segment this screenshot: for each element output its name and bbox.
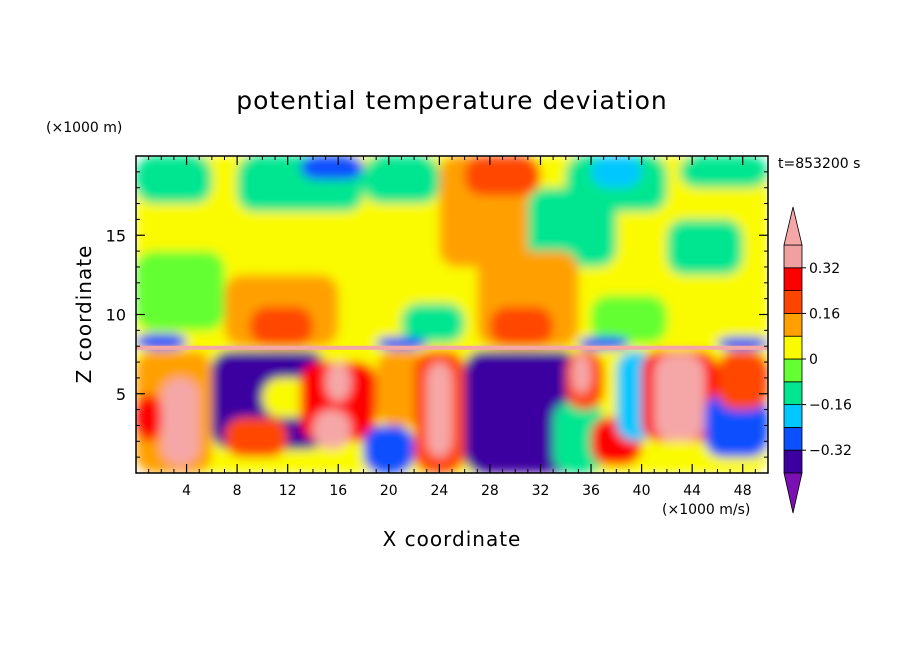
field-region-2 <box>136 156 212 204</box>
colorbar-band-2 <box>783 404 803 428</box>
colorbar-band-7 <box>783 290 803 314</box>
y-tick-label-15: 15 <box>106 226 126 245</box>
x-tick-label-24: 24 <box>430 483 448 499</box>
field-region-7 <box>464 156 541 196</box>
field-region-40 <box>572 354 592 394</box>
x-tick-label-28: 28 <box>481 483 499 499</box>
x-unit-label: (×1000 m/s) <box>662 502 751 518</box>
field-region-46 <box>717 350 768 410</box>
field-layer <box>136 156 768 473</box>
colorbar: 0.32 0.16 0 −0.16 −0.32 <box>783 206 852 514</box>
field-region-33 <box>363 425 415 473</box>
x-tick-label-40: 40 <box>633 483 651 499</box>
x-tick-label-36: 36 <box>582 483 600 499</box>
field-region-20 <box>136 333 187 350</box>
field-region-31 <box>312 409 351 450</box>
field-region-12 <box>666 219 743 275</box>
field-region-15 <box>249 306 313 347</box>
field-region-28 <box>224 417 288 458</box>
colorbar-band-1 <box>783 426 803 451</box>
colorbar-tick-label-0: 0.32 <box>809 261 840 277</box>
colorbar-band-3 <box>783 381 803 405</box>
field-region-5 <box>363 156 440 204</box>
y-tick-label-5: 5 <box>116 385 126 404</box>
x-tick-label-32: 32 <box>532 483 550 499</box>
field-region-11 <box>527 187 617 267</box>
field-region-13 <box>136 251 225 331</box>
x-tick-label-16: 16 <box>329 483 347 499</box>
colorbar-band-6 <box>783 312 803 337</box>
colorbar-tick-label-3: −0.16 <box>809 398 852 414</box>
field-region-37 <box>464 350 579 473</box>
x-tick-label-12: 12 <box>279 483 297 499</box>
field-region-45 <box>704 393 768 458</box>
x-tick-label-4: 4 <box>182 483 191 499</box>
colorbar-extend-top <box>783 206 803 246</box>
x-tick-label-44: 44 <box>683 483 701 499</box>
x-axis-label: X coordinate <box>382 527 522 551</box>
field-region-38 <box>553 401 604 473</box>
colorbar-band-0 <box>783 449 803 474</box>
time-label: t=853200 s <box>778 156 861 172</box>
field-region-10 <box>679 156 768 188</box>
colorbar-tick-label-1: 0.16 <box>809 306 840 322</box>
chart-title: potential temperature deviation <box>236 86 668 115</box>
colorbar-band-9 <box>783 244 803 269</box>
y-tick-label-10: 10 <box>106 306 126 325</box>
field-region-36 <box>426 362 452 458</box>
colorbar-band-8 <box>783 267 803 291</box>
field-region-9 <box>591 156 642 188</box>
colorbar-tick-label-4: −0.32 <box>809 443 852 459</box>
field-region-18 <box>489 306 554 347</box>
field-region-26 <box>136 393 162 442</box>
x-tick-label-8: 8 <box>233 483 242 499</box>
field-region-32 <box>325 362 351 402</box>
x-tick-label-20: 20 <box>380 483 398 499</box>
field-region-25 <box>161 377 200 466</box>
colorbar-band-5 <box>783 335 803 360</box>
colorbar-band-4 <box>783 358 803 383</box>
field-region-16 <box>401 303 465 344</box>
field-region-19 <box>591 295 667 344</box>
field-region-4 <box>300 156 364 180</box>
field-blobs <box>136 156 768 473</box>
y-unit-label: (×1000 m) <box>46 120 123 136</box>
colorbar-tick-label-2: 0 <box>809 352 818 368</box>
inversion-layer <box>136 345 768 350</box>
x-tick-label-48: 48 <box>734 483 752 499</box>
colorbar-extend-bottom <box>783 472 803 514</box>
field-region-44 <box>654 354 705 442</box>
